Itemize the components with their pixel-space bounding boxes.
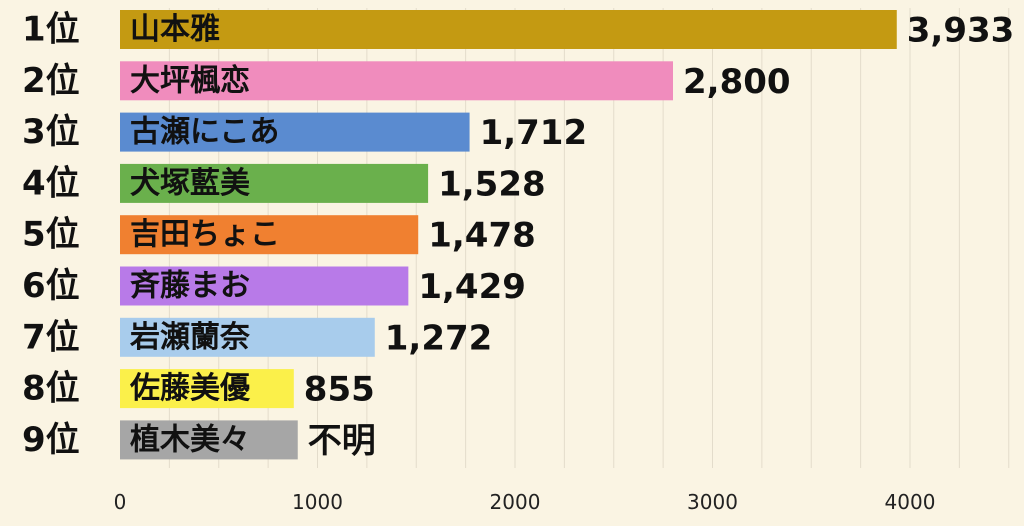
bar	[120, 317, 375, 357]
x-tick-label: 4000	[885, 490, 936, 514]
bar	[120, 420, 298, 460]
bar-name-label: 吉田ちょこ	[130, 217, 280, 252]
x-tick-label: 3000	[687, 490, 738, 514]
rank-label: 3位	[22, 112, 80, 152]
bar-name-label: 佐藤美優	[129, 371, 251, 406]
bar-name-label: 山本雅	[130, 12, 220, 47]
bar-name-label: 大坪楓恋	[130, 63, 250, 98]
rank-label: 5位	[22, 215, 80, 255]
rank-label: 6位	[22, 266, 80, 306]
bar	[120, 61, 673, 101]
bar	[120, 266, 409, 306]
bar-name-label: 斉藤まお	[130, 269, 250, 304]
rank-label: 9位	[22, 420, 80, 460]
x-tick-label: 2000	[490, 490, 541, 514]
x-tick-label: 1000	[292, 490, 343, 514]
value-label: 1,429	[418, 267, 526, 307]
rank-label: 4位	[22, 163, 80, 203]
value-label: 2,800	[683, 62, 791, 102]
rank-label: 1位	[22, 10, 80, 50]
bar	[120, 10, 897, 49]
bar-name-label: 植木美々	[130, 422, 250, 457]
rank-label: 2位	[22, 61, 80, 101]
value-label: 不明	[308, 421, 376, 461]
x-tick-label: 0	[114, 490, 127, 514]
bar	[120, 112, 470, 152]
x-axis-ticks: 0 1000 2000 3000 4000	[114, 490, 936, 514]
bars: 1位 山本雅 3,933 2位 大坪楓恋 2,800 3位 古瀬にこあ 1,712 4位 犬塚藍美 1…	[22, 10, 1014, 461]
bar	[120, 369, 294, 409]
rank-label: 8位	[22, 369, 80, 409]
bar	[120, 215, 419, 255]
value-label: 855	[304, 370, 375, 410]
value-label: 1,272	[385, 318, 493, 358]
bar-name-label: 古瀬にこあ	[130, 115, 279, 150]
bar-name-label: 岩瀬蘭奈	[130, 320, 251, 355]
rank-label: 7位	[22, 317, 80, 357]
value-label: 1,712	[480, 113, 588, 153]
value-label: 1,528	[438, 164, 546, 204]
bar	[120, 163, 429, 203]
bar-name-label: 犬塚藍美	[130, 166, 250, 201]
value-label: 3,933	[907, 11, 1015, 51]
value-label: 1,478	[428, 216, 536, 256]
